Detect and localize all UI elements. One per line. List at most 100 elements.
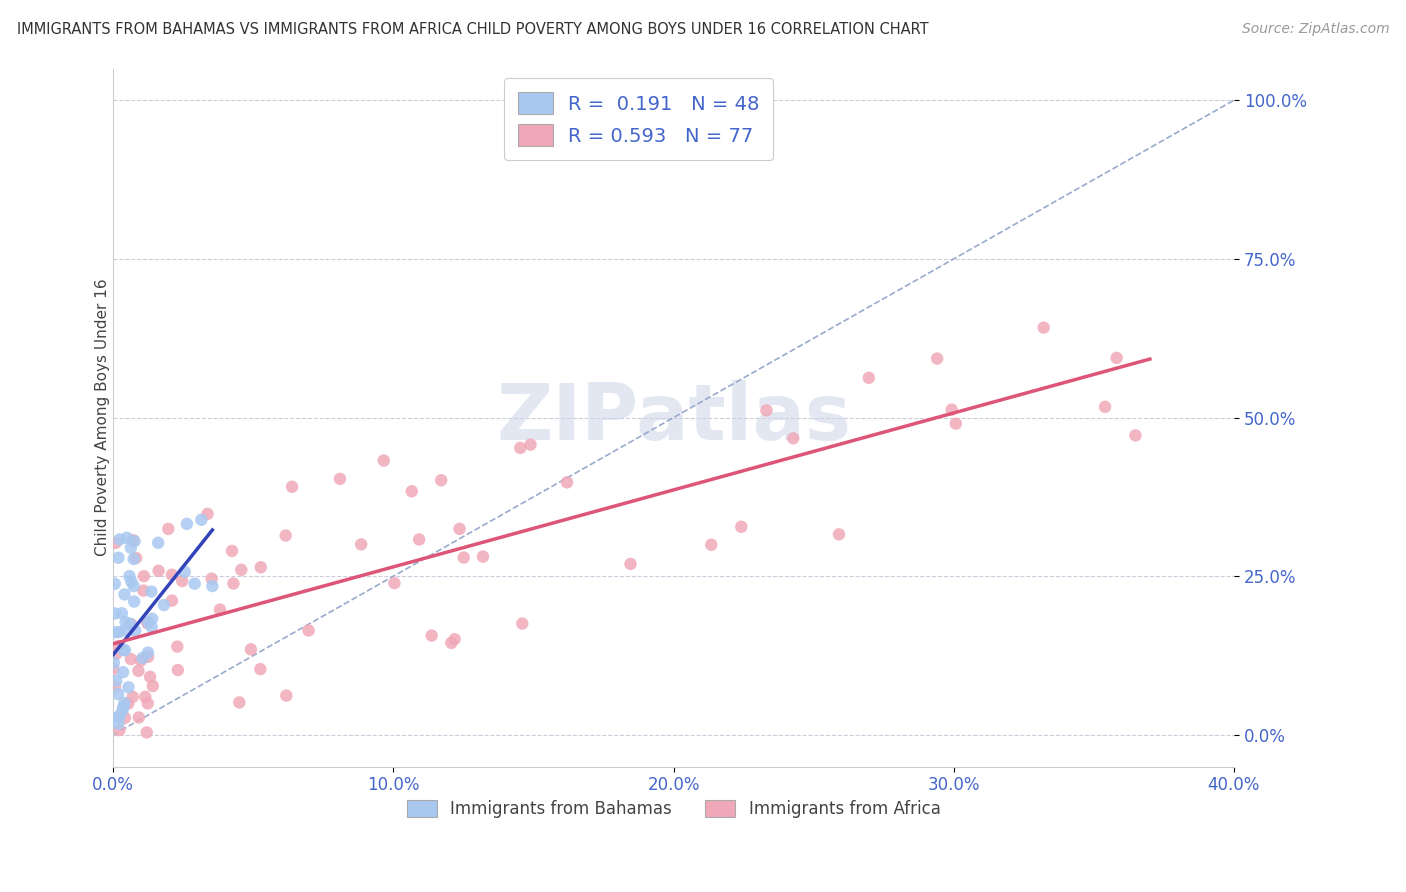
Point — [111, 607, 134, 621]
Y-axis label: Child Poverty Among Boys Under 16: Child Poverty Among Boys Under 16 — [94, 278, 110, 557]
Point — [231, 563, 253, 577]
Point — [111, 772, 134, 787]
Point — [148, 564, 170, 578]
Point — [117, 697, 139, 711]
Point — [114, 711, 136, 725]
Point — [132, 569, 155, 583]
Point — [122, 552, 145, 566]
Point — [509, 441, 531, 455]
Point — [136, 697, 159, 711]
Point — [120, 617, 142, 632]
Point — [104, 536, 127, 550]
Point — [510, 616, 533, 631]
Point — [141, 620, 163, 634]
Point — [127, 664, 149, 678]
Point — [136, 649, 159, 664]
Point — [120, 541, 142, 555]
Point — [131, 651, 153, 665]
Point — [120, 652, 142, 666]
Point — [105, 779, 128, 793]
Point — [124, 534, 146, 549]
Point — [700, 538, 723, 552]
Point — [120, 574, 142, 589]
Point — [107, 550, 129, 565]
Point — [384, 576, 406, 591]
Point — [128, 710, 150, 724]
Point — [108, 723, 131, 738]
Point — [555, 475, 578, 490]
Point — [112, 700, 135, 714]
Point — [1032, 320, 1054, 334]
Point — [1125, 428, 1147, 442]
Point — [276, 689, 298, 703]
Point — [117, 681, 139, 695]
Point — [141, 612, 163, 626]
Point — [104, 625, 127, 640]
Point — [222, 576, 245, 591]
Point — [172, 574, 194, 588]
Point — [107, 710, 129, 724]
Text: Source: ZipAtlas.com: Source: ZipAtlas.com — [1241, 22, 1389, 37]
Point — [176, 516, 198, 531]
Point — [228, 695, 250, 709]
Point — [730, 520, 752, 534]
Point — [350, 537, 373, 551]
Point — [136, 646, 159, 660]
Point — [472, 549, 495, 564]
Point — [108, 533, 131, 547]
Point — [115, 531, 138, 545]
Point — [122, 533, 145, 548]
Point — [104, 680, 127, 694]
Point — [114, 587, 136, 601]
Point — [105, 647, 128, 661]
Point — [297, 624, 319, 638]
Point — [1094, 400, 1116, 414]
Point — [281, 480, 304, 494]
Point — [108, 708, 131, 723]
Point — [122, 594, 145, 608]
Point — [173, 565, 195, 579]
Point — [828, 527, 851, 541]
Text: ZIPatlas: ZIPatlas — [496, 379, 851, 456]
Point — [114, 623, 136, 637]
Legend: Immigrants from Bahamas, Immigrants from Africa: Immigrants from Bahamas, Immigrants from… — [401, 793, 948, 824]
Point — [208, 602, 231, 616]
Point — [408, 533, 430, 547]
Point — [190, 513, 212, 527]
Point — [453, 550, 475, 565]
Point — [945, 417, 967, 431]
Point — [440, 636, 463, 650]
Point — [112, 643, 135, 657]
Text: IMMIGRANTS FROM BAHAMAS VS IMMIGRANTS FROM AFRICA CHILD POVERTY AMONG BOYS UNDER: IMMIGRANTS FROM BAHAMAS VS IMMIGRANTS FR… — [17, 22, 928, 37]
Point — [197, 507, 219, 521]
Point — [142, 679, 165, 693]
Point — [941, 402, 963, 417]
Point — [373, 453, 395, 467]
Point — [135, 725, 157, 739]
Point — [430, 473, 453, 487]
Point — [136, 615, 159, 630]
Point — [157, 522, 180, 536]
Point — [329, 472, 352, 486]
Point — [401, 484, 423, 499]
Point — [125, 550, 148, 565]
Point — [166, 640, 188, 654]
Point — [619, 557, 641, 571]
Point — [105, 673, 128, 688]
Point — [124, 624, 146, 638]
Point — [132, 583, 155, 598]
Point — [239, 642, 262, 657]
Point — [129, 653, 152, 667]
Point — [146, 536, 169, 550]
Point — [107, 716, 129, 731]
Point — [114, 615, 136, 630]
Point — [103, 662, 125, 676]
Point — [201, 572, 224, 586]
Point — [160, 567, 183, 582]
Point — [121, 690, 143, 704]
Point — [107, 687, 129, 701]
Point — [183, 576, 205, 591]
Point — [167, 663, 190, 677]
Point — [141, 584, 163, 599]
Point — [249, 662, 271, 676]
